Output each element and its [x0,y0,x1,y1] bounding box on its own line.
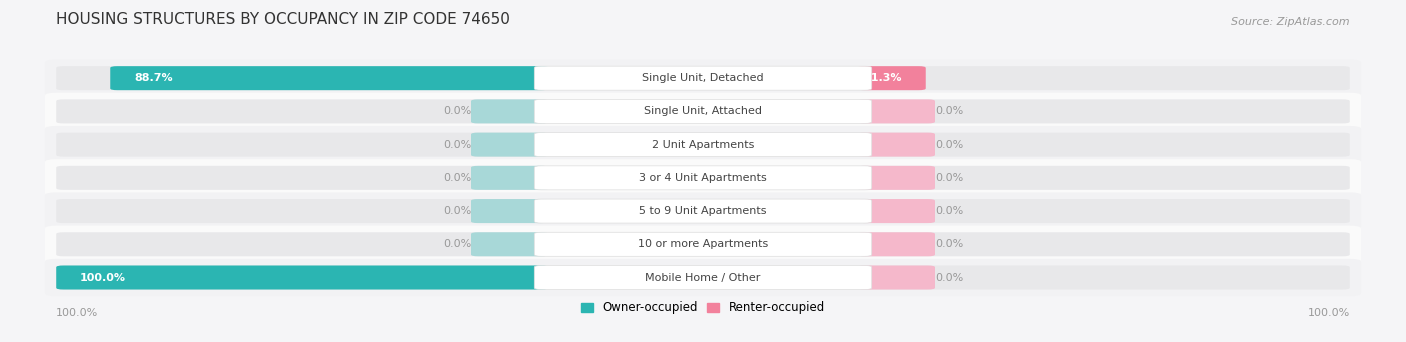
Text: Single Unit, Detached: Single Unit, Detached [643,73,763,83]
Text: 0.0%: 0.0% [935,106,963,116]
Text: 0.0%: 0.0% [443,106,471,116]
FancyBboxPatch shape [471,100,548,123]
FancyBboxPatch shape [858,166,1350,190]
FancyBboxPatch shape [45,193,1361,230]
Text: 5 to 9 Unit Apartments: 5 to 9 Unit Apartments [640,206,766,216]
Text: 0.0%: 0.0% [935,206,963,216]
FancyBboxPatch shape [534,199,872,223]
FancyBboxPatch shape [858,265,1350,290]
Text: 88.7%: 88.7% [134,73,173,83]
FancyBboxPatch shape [858,66,925,90]
FancyBboxPatch shape [858,100,935,123]
Text: Source: ZipAtlas.com: Source: ZipAtlas.com [1232,17,1350,27]
FancyBboxPatch shape [56,66,548,90]
FancyBboxPatch shape [534,232,872,256]
Text: 0.0%: 0.0% [935,239,963,249]
Text: 0.0%: 0.0% [935,273,963,282]
FancyBboxPatch shape [858,133,1350,157]
FancyBboxPatch shape [534,265,872,290]
FancyBboxPatch shape [56,199,548,223]
FancyBboxPatch shape [858,232,935,256]
FancyBboxPatch shape [56,166,548,190]
Text: 0.0%: 0.0% [443,140,471,149]
FancyBboxPatch shape [471,133,548,157]
FancyBboxPatch shape [56,265,548,290]
FancyBboxPatch shape [45,126,1361,163]
Text: HOUSING STRUCTURES BY OCCUPANCY IN ZIP CODE 74650: HOUSING STRUCTURES BY OCCUPANCY IN ZIP C… [56,12,510,27]
FancyBboxPatch shape [471,199,548,223]
FancyBboxPatch shape [858,166,935,190]
Text: 11.3%: 11.3% [863,73,901,83]
FancyBboxPatch shape [534,100,872,123]
FancyBboxPatch shape [858,199,935,223]
FancyBboxPatch shape [56,232,548,256]
FancyBboxPatch shape [45,60,1361,97]
Text: 2 Unit Apartments: 2 Unit Apartments [652,140,754,149]
FancyBboxPatch shape [45,159,1361,197]
FancyBboxPatch shape [471,232,548,256]
FancyBboxPatch shape [56,265,548,290]
FancyBboxPatch shape [858,199,1350,223]
FancyBboxPatch shape [858,100,1350,123]
FancyBboxPatch shape [56,133,548,157]
FancyBboxPatch shape [471,166,548,190]
Text: Single Unit, Attached: Single Unit, Attached [644,106,762,116]
FancyBboxPatch shape [45,259,1361,296]
FancyBboxPatch shape [858,66,1350,90]
FancyBboxPatch shape [858,133,935,157]
Text: 100.0%: 100.0% [80,273,127,282]
FancyBboxPatch shape [534,66,872,90]
Text: 0.0%: 0.0% [935,173,963,183]
Text: 3 or 4 Unit Apartments: 3 or 4 Unit Apartments [640,173,766,183]
Text: 0.0%: 0.0% [443,239,471,249]
Text: 10 or more Apartments: 10 or more Apartments [638,239,768,249]
Text: 0.0%: 0.0% [443,173,471,183]
Legend: Owner-occupied, Renter-occupied: Owner-occupied, Renter-occupied [576,297,830,319]
Text: 0.0%: 0.0% [443,206,471,216]
FancyBboxPatch shape [534,166,872,190]
FancyBboxPatch shape [45,226,1361,263]
FancyBboxPatch shape [56,100,548,123]
Text: Mobile Home / Other: Mobile Home / Other [645,273,761,282]
FancyBboxPatch shape [534,133,872,157]
FancyBboxPatch shape [858,232,1350,256]
FancyBboxPatch shape [858,265,935,290]
Text: 100.0%: 100.0% [56,308,98,318]
FancyBboxPatch shape [45,93,1361,130]
FancyBboxPatch shape [110,66,548,90]
Text: 100.0%: 100.0% [1308,308,1350,318]
Text: 0.0%: 0.0% [935,140,963,149]
